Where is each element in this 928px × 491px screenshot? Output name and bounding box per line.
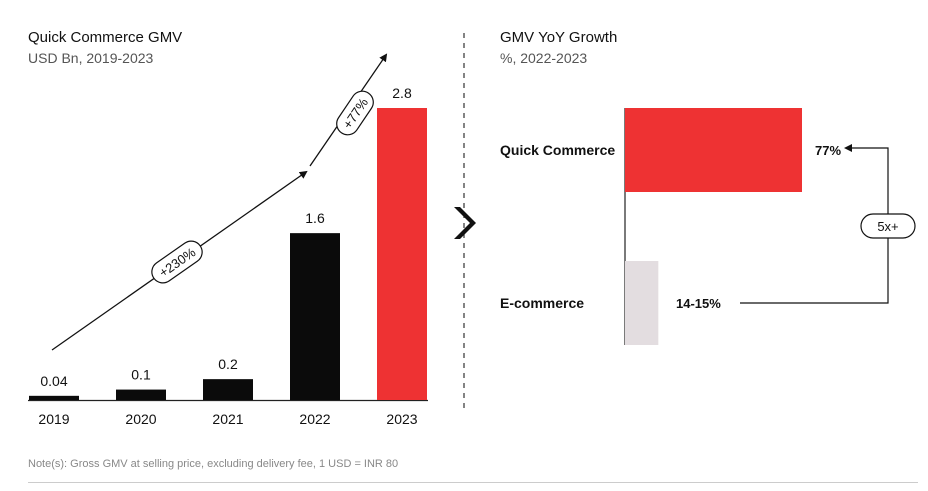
bar-2019: [29, 395, 79, 400]
multiple-badge-text: 5x+: [877, 219, 898, 234]
right-bar-chart: Quick Commerce E-commerce 77% 14-15% 5x+: [500, 108, 916, 345]
left-chart-title: Quick Commerce GMV: [28, 29, 183, 46]
bottom-divider: [28, 482, 918, 483]
category-label: Quick Commerce: [500, 142, 615, 158]
bar-value-label: 1.6: [305, 210, 325, 226]
bar-2022: [290, 233, 340, 400]
multiple-badge: [860, 213, 916, 239]
bar-e-commerce: [625, 261, 659, 345]
growth-badge-77: +77%: [336, 90, 374, 136]
bar-2020: [116, 389, 166, 400]
growth-badge-230: +230%: [151, 240, 203, 284]
bar-2021: [203, 379, 253, 400]
bar-value-label: 0.2: [218, 356, 238, 372]
bar-value-label: 2.8: [392, 85, 412, 101]
left-bar-chart: 0.04 2019 0.1 2020 0.2 2021 1.6 2022 2.8 2023 +230…: [28, 53, 428, 427]
x-tick-label: 2020: [125, 411, 156, 427]
x-tick-label: 2021: [212, 411, 243, 427]
right-chart-subtitle: %, 2022-2023: [500, 50, 588, 66]
chevron-right-icon: [454, 207, 476, 239]
value-label-e-commerce: 14-15%: [676, 296, 721, 311]
bar-quick-commerce: [625, 108, 802, 192]
footnote: Note(s): Gross GMV at selling price, exc…: [28, 458, 399, 470]
x-tick-label: 2023: [386, 411, 417, 427]
x-tick-label: 2022: [299, 411, 330, 427]
bar-2023: [377, 108, 427, 400]
x-tick-label: 2019: [38, 411, 69, 427]
category-label: E-commerce: [500, 295, 584, 311]
bar-value-label: 0.1: [131, 367, 151, 383]
value-label-quick-commerce: 77%: [815, 143, 841, 158]
left-chart-subtitle: USD Bn, 2019-2023: [28, 50, 154, 66]
right-chart-title: GMV YoY Growth: [500, 29, 618, 46]
bar-value-label: 0.04: [40, 373, 67, 389]
